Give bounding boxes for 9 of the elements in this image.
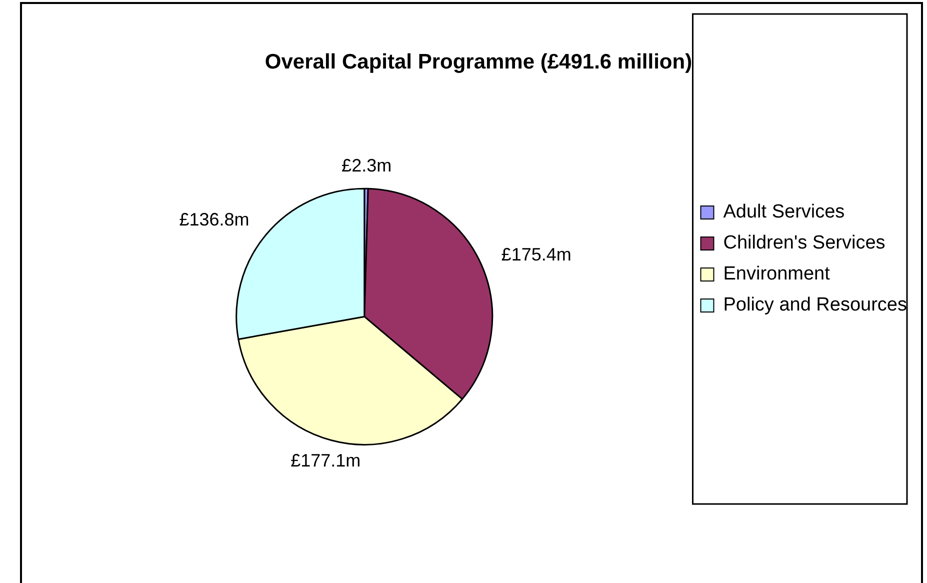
- data-label: £136.8m: [179, 209, 250, 230]
- text: Overall Capital Programme (£491.6 million): [264, 50, 692, 74]
- legend-label: Children's Services: [723, 232, 886, 254]
- legend-label: Adult Services: [723, 202, 845, 223]
- data-label: £175.4m: [501, 244, 572, 264]
- data-label: £2.3m: [342, 156, 392, 176]
- data-label: £177.1m: [290, 450, 361, 470]
- legend-label: Environment: [723, 264, 831, 285]
- legend-label: Policy and Resources: [723, 294, 908, 316]
